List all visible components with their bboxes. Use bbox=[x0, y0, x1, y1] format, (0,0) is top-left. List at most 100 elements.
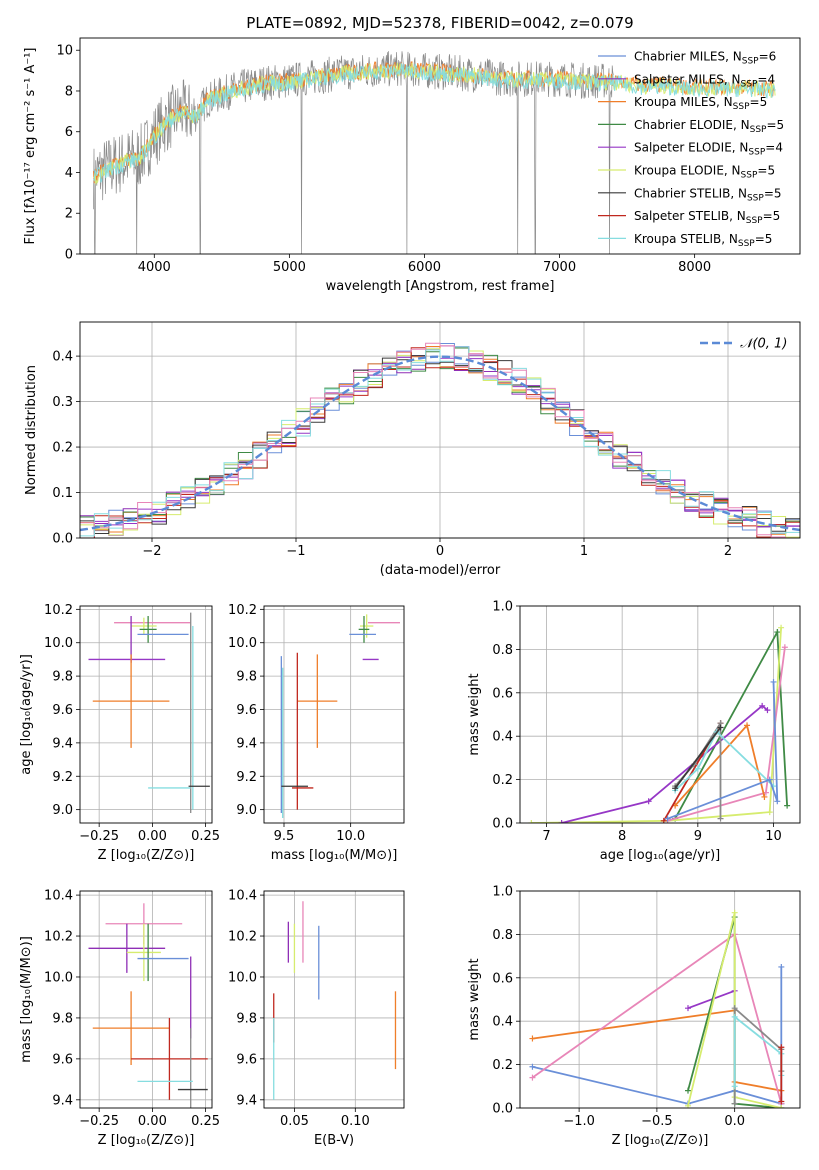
weight-point bbox=[731, 1013, 738, 1020]
weight-point bbox=[770, 678, 777, 685]
x-axis-label: E(B-V) bbox=[314, 1133, 354, 1148]
legend-label: Chabrier STELIB, NSSP=5 bbox=[634, 186, 782, 203]
weight-series-line bbox=[532, 967, 783, 1105]
weight-point bbox=[761, 793, 768, 800]
x-tick-label: 6000 bbox=[408, 260, 441, 275]
y-tick-label: 0.3 bbox=[52, 395, 73, 410]
y-tick-label: 0.4 bbox=[52, 350, 73, 365]
y-tick-label: 9.8 bbox=[52, 670, 73, 685]
y-tick-label: 10.2 bbox=[44, 603, 73, 618]
y-tick-label: 9.4 bbox=[236, 1093, 257, 1108]
legend-label: Salpeter MILES, NSSP=4 bbox=[634, 72, 775, 89]
weight-point bbox=[685, 1087, 691, 1094]
y-tick-label: 0.1 bbox=[52, 486, 73, 501]
weight-point bbox=[766, 809, 773, 816]
age-vs-metallicity-panel: −0.25 0.00 0.25 9.0 9.2 9.4 9.6 9.8 10.0 10.2 Z [l… bbox=[19, 603, 220, 863]
x-tick-label: 7 bbox=[542, 829, 550, 844]
plot-frame bbox=[519, 890, 801, 1109]
weight-series-line bbox=[687, 989, 736, 1010]
y-tick-label: 9.6 bbox=[236, 1052, 257, 1067]
y-axis-label: Flux [fλ10⁻¹⁷ erg cm⁻² s⁻¹ A⁻¹] bbox=[23, 48, 38, 245]
histogram-step-line bbox=[80, 346, 800, 537]
y-tick-label: 10.2 bbox=[228, 603, 257, 618]
y-tick-label: 0.2 bbox=[52, 441, 73, 456]
y-tick-label: 1.0 bbox=[492, 885, 513, 900]
y-tick-label: 9.2 bbox=[236, 770, 257, 785]
weight-series-line bbox=[674, 730, 775, 792]
y-tick-label: 0.8 bbox=[492, 643, 513, 658]
weight-series-line bbox=[667, 681, 779, 820]
plot-frame bbox=[519, 605, 801, 824]
x-tick-label: 10.0 bbox=[336, 829, 365, 844]
y-tick-label: 0.6 bbox=[492, 686, 513, 701]
weight-point bbox=[731, 909, 738, 916]
weight-lines bbox=[528, 624, 791, 823]
x-tick-label: 8000 bbox=[678, 260, 711, 275]
x-tick-label: 0.05 bbox=[280, 1114, 309, 1129]
y-tick-label: 0.0 bbox=[492, 817, 513, 832]
y-tick-label: 1.0 bbox=[492, 600, 513, 615]
x-axis-label: Z [log₁₀(Z/Z⊙)] bbox=[612, 1133, 709, 1148]
plot-frame bbox=[79, 605, 213, 824]
y-tick-label: 9.4 bbox=[52, 736, 73, 751]
y-tick-label: 10.2 bbox=[44, 930, 73, 945]
plot-frame bbox=[79, 321, 801, 539]
weight-point bbox=[529, 1063, 536, 1070]
y-tick-label: 10.4 bbox=[228, 889, 257, 904]
x-tick-label: 0.0 bbox=[724, 1114, 745, 1129]
y-tick-label: 9.2 bbox=[52, 770, 73, 785]
x-tick-label: 9.5 bbox=[274, 829, 295, 844]
x-tick-label: 0.10 bbox=[341, 1114, 370, 1129]
legend-label: Kroupa MILES, NSSP=5 bbox=[634, 95, 767, 112]
errorbar-group bbox=[88, 612, 210, 813]
y-tick-label: 0.4 bbox=[492, 1015, 513, 1030]
x-tick-label: 0 bbox=[436, 544, 444, 559]
spectrum-lines bbox=[93, 51, 776, 254]
errorbar-group bbox=[280, 614, 400, 818]
weight-point bbox=[694, 765, 701, 772]
plot-frame bbox=[263, 605, 405, 824]
y-tick-label: 0.8 bbox=[492, 928, 513, 943]
weight-point bbox=[774, 798, 781, 805]
plot-frame bbox=[79, 37, 801, 255]
y-tick-label: 0.4 bbox=[492, 730, 513, 745]
x-tick-label: 0.25 bbox=[191, 829, 220, 844]
x-axis-label: mass [log₁₀(M/M⊙)] bbox=[271, 848, 398, 863]
x-axis-label: (data-model)/error bbox=[380, 563, 501, 578]
x-tick-label: −2 bbox=[142, 544, 161, 559]
weight-point bbox=[778, 1044, 785, 1051]
x-axis-label: wavelength [Angstrom, rest frame] bbox=[326, 279, 555, 294]
y-tick-label: 9.8 bbox=[236, 670, 257, 685]
y-axis-label: Normed distribution bbox=[24, 365, 39, 495]
x-axis-label: Z [log₁₀(Z/Z⊙)] bbox=[98, 848, 195, 863]
weight-point bbox=[731, 1083, 738, 1090]
y-tick-label: 10.0 bbox=[228, 636, 257, 651]
model-spectrum-line bbox=[93, 63, 776, 183]
y-tick-label: 10.4 bbox=[44, 889, 73, 904]
weight-point bbox=[645, 798, 652, 805]
y-tick-label: 10.0 bbox=[44, 970, 73, 985]
weight-point bbox=[764, 707, 771, 714]
x-tick-label: 5000 bbox=[273, 260, 306, 275]
weight-series-line bbox=[687, 912, 782, 1108]
legend-label: Kroupa ELODIE, NSSP=5 bbox=[634, 164, 775, 181]
weight-point bbox=[774, 629, 781, 636]
weight-point bbox=[731, 1005, 738, 1012]
plot-frame bbox=[79, 890, 213, 1109]
errorbar-group bbox=[88, 903, 208, 1108]
mass-weight-vs-age-panel: 7 8 9 10 0.0 0.2 0.4 0.6 0.8 1.0 age [log₁₀(age/yr… bbox=[467, 600, 801, 863]
legend-label: Salpeter ELODIE, NSSP=4 bbox=[634, 141, 783, 158]
x-tick-label: −1 bbox=[286, 544, 305, 559]
weight-point bbox=[685, 1005, 691, 1012]
y-axis-label: mass [log₁₀(M/M⊙)] bbox=[19, 936, 34, 1063]
weight-point bbox=[717, 815, 724, 822]
y-tick-label: 0.0 bbox=[52, 532, 73, 547]
age-vs-mass-panel: 9.5 10.0 9.0 9.2 9.4 9.6 9.8 10.0 10.2 mass [log₁… bbox=[228, 603, 405, 863]
y-tick-label: 9.8 bbox=[52, 1011, 73, 1026]
weight-lines bbox=[529, 909, 785, 1108]
spectrum-panel: 4000 5000 6000 7000 8000 0 2 4 6 8 10 wavelength [A… bbox=[23, 37, 801, 294]
weight-point bbox=[778, 624, 785, 631]
weight-point bbox=[766, 776, 773, 783]
figure-title: PLATE=0892, MJD=52378, FIBERID=0042, z=0… bbox=[246, 14, 633, 32]
x-tick-label: 8 bbox=[618, 829, 626, 844]
